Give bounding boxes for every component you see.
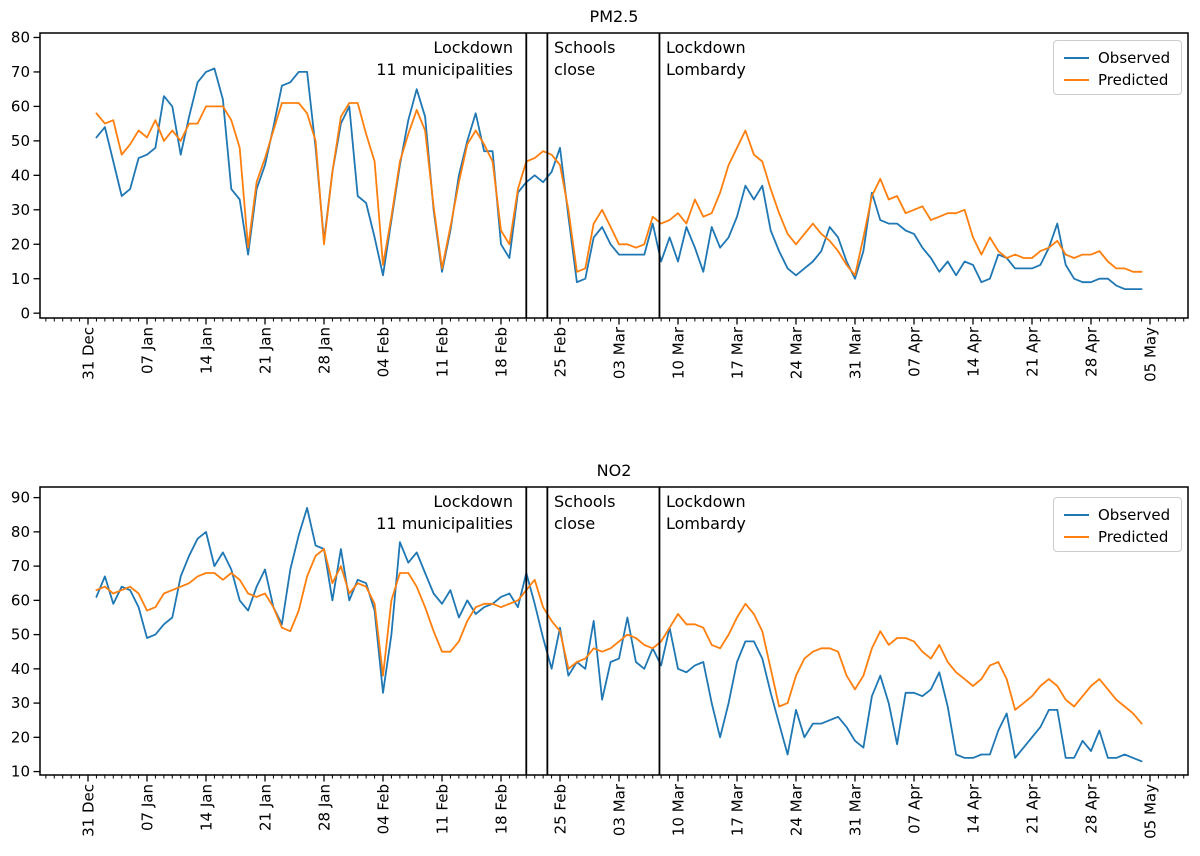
y-tick-label: 0: [20, 304, 30, 322]
annotation-line: 11 municipalities: [376, 60, 513, 79]
y-tick-label: 50: [11, 132, 30, 150]
y-tick-label: 20: [11, 235, 30, 253]
x-tick-label: 25 Feb: [552, 327, 570, 377]
x-tick-label: 11 Feb: [434, 327, 452, 377]
observed-line-swatch: [1064, 514, 1089, 516]
y-tick-label: 10: [11, 763, 30, 781]
y-tick-label: 20: [11, 728, 30, 746]
annotation-lockdown-lombardy: Lockdown Lombardy: [666, 37, 746, 81]
legend-label: Observed: [1098, 506, 1171, 524]
x-tick-label: 31 Mar: [847, 326, 865, 379]
no2-chart-title: NO2: [596, 461, 632, 480]
x-tick-label: 14 Jan: [198, 327, 216, 374]
annotation-line: Lockdown: [666, 38, 746, 57]
plot-frame: [39, 486, 1189, 776]
predicted-line: [95, 102, 1143, 277]
predicted-line-swatch: [1064, 79, 1089, 81]
x-tick-label: 21 Jan: [257, 327, 275, 374]
x-tick-label: 07 Jan: [139, 784, 157, 831]
x-tick-label: 03 Mar: [611, 326, 629, 379]
legend-label: Observed: [1098, 49, 1171, 67]
annotation-line: Lockdown: [433, 492, 513, 511]
y-tick-label: 40: [11, 660, 30, 678]
plot-frame: [39, 32, 1189, 319]
x-tick-label: 05 May: [1142, 784, 1160, 839]
annotation-line: Lombardy: [666, 514, 746, 533]
x-tick-label: 28 Jan: [316, 327, 334, 374]
y-tick-label: 30: [11, 201, 30, 219]
legend-label: Predicted: [1098, 71, 1169, 89]
y-tick-label: 30: [11, 694, 30, 712]
x-tick-label: 10 Mar: [670, 326, 688, 379]
x-tick-label: 03 Mar: [611, 783, 629, 836]
x-tick-label: 07 Apr: [906, 783, 924, 834]
x-tick-label: 28 Apr: [1083, 326, 1101, 377]
x-tick-label: 07 Apr: [906, 326, 924, 377]
y-tick-label: 90: [11, 489, 30, 507]
x-tick-label: 21 Apr: [1024, 326, 1042, 377]
x-tick-label: 04 Feb: [375, 327, 393, 377]
x-tick-label: 31 Dec: [80, 327, 98, 380]
legend-item-predicted: Predicted: [1054, 526, 1181, 548]
legend: Observed Predicted: [1053, 40, 1182, 95]
y-tick-label: 80: [11, 29, 30, 47]
y-tick-label: 50: [11, 626, 30, 644]
legend-label: Predicted: [1098, 528, 1169, 546]
x-tick-label: 25 Feb: [552, 784, 570, 834]
x-tick-label: 31 Mar: [847, 783, 865, 836]
legend-item-observed: Observed: [1054, 504, 1181, 526]
pm25-chart: 0 10 20 30 40 50 60 70 80 31 Dec 07 Jan 14 Jan 21 Ja…: [11, 29, 1189, 382]
legend-item-predicted: Predicted: [1054, 69, 1181, 91]
x-tick-label: 04 Feb: [375, 784, 393, 834]
x-tick-label: 24 Mar: [788, 783, 806, 836]
annotation-line: Lockdown: [433, 38, 513, 57]
x-tick-label: 31 Dec: [80, 784, 98, 837]
x-tick-label: 14 Jan: [198, 784, 216, 831]
x-tick-label: 21 Jan: [257, 784, 275, 831]
no2-chart: 10 20 30 40 50 60 70 80 90 31 Dec 07 Jan 14 Jan 21 J…: [11, 486, 1189, 839]
y-tick-label: 70: [11, 557, 30, 575]
x-tick-label: 28 Jan: [316, 784, 334, 831]
observed-line-swatch: [1064, 57, 1089, 59]
y-tick-label: 70: [11, 63, 30, 81]
y-tick-label: 10: [11, 270, 30, 288]
x-tick-label: 18 Feb: [493, 784, 511, 834]
annotation-schools-close: Schools close: [554, 37, 615, 81]
x-tick-label: 21 Apr: [1024, 783, 1042, 834]
annotation-lockdown-lombardy: Lockdown Lombardy: [666, 491, 746, 535]
annotation-lockdown-municipalities: Lockdown 11 municipalities: [376, 491, 513, 535]
annotation-line: Schools: [554, 492, 616, 511]
pm25-chart-title: PM2.5: [589, 7, 639, 26]
x-tick-label: 05 May: [1142, 327, 1160, 382]
x-tick-label: 17 Mar: [729, 326, 747, 379]
x-tick-label: 14 Apr: [965, 326, 983, 377]
x-tick-label: 07 Jan: [139, 327, 157, 374]
annotation-line: 11 municipalities: [376, 514, 513, 533]
x-tick-label: 14 Apr: [965, 783, 983, 834]
y-tick-label: 40: [11, 166, 30, 184]
annotation-line: Lockdown: [666, 492, 746, 511]
annotation-line: close: [554, 60, 596, 79]
predicted-line: [95, 548, 1143, 725]
x-tick-label: 24 Mar: [788, 326, 806, 379]
y-tick-label: 80: [11, 523, 30, 541]
annotation-lockdown-municipalities: Lockdown 11 municipalities: [376, 37, 513, 81]
x-tick-label: 28 Apr: [1083, 783, 1101, 834]
legend-item-observed: Observed: [1054, 47, 1181, 69]
x-tick-label: 18 Feb: [493, 327, 511, 377]
observed-line: [95, 506, 1143, 763]
legend: Observed Predicted: [1053, 497, 1182, 552]
y-tick-label: 60: [11, 98, 30, 116]
annotation-line: Lombardy: [666, 60, 746, 79]
x-tick-label: 17 Mar: [729, 783, 747, 836]
annotation-line: close: [554, 514, 596, 533]
x-tick-label: 10 Mar: [670, 783, 688, 836]
annotation-schools-close: Schools close: [554, 491, 615, 535]
predicted-line-swatch: [1064, 536, 1089, 538]
x-tick-label: 11 Feb: [434, 784, 452, 834]
annotation-line: Schools: [554, 38, 616, 57]
y-tick-label: 60: [11, 591, 30, 609]
